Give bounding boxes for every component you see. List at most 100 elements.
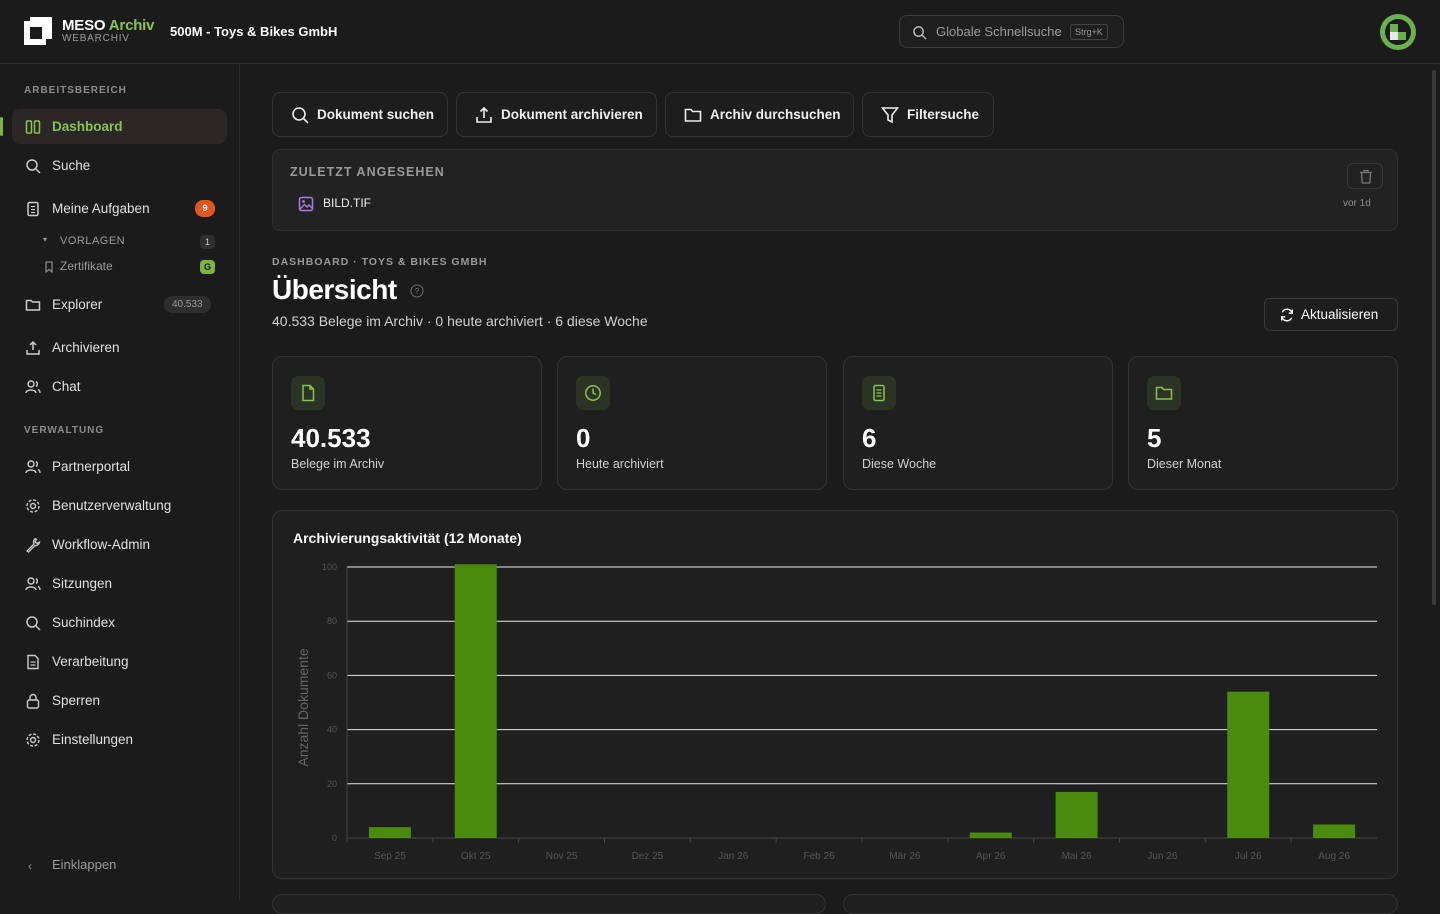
recent-file-time: vor 1d [1343, 198, 1371, 209]
collapse-label: Einklappen [52, 857, 117, 872]
x-tick-label: Mär 26 [889, 851, 921, 862]
stat-card-month[interactable]: 5 Dieser Monat [1128, 356, 1398, 490]
clear-history-button[interactable] [1347, 163, 1383, 189]
chart-bar [454, 564, 497, 838]
activity-chart-card: 0 20 40 60 80 100 Anzahl Dokumente Sep 25 Okt 25… [272, 510, 1398, 879]
sidebar-item-locks[interactable]: Sperren [12, 683, 227, 718]
document-icon [27, 201, 39, 217]
refresh-button[interactable]: Aktualisieren [1264, 298, 1398, 331]
sidebar-item-user-management[interactable]: Benutzerverwaltung [12, 488, 227, 523]
sidebar-item-explorer[interactable]: Explorer 40.533 [12, 287, 227, 322]
x-tick-label: Apr 26 [976, 851, 1006, 862]
sidebar-item-label: Explorer [52, 297, 103, 312]
stat-label: Heute archiviert [576, 457, 664, 471]
stat-card-today[interactable]: 0 Heute archiviert [557, 356, 827, 490]
search-document-button[interactable]: Dokument suchen [272, 92, 448, 137]
sidebar-item-label: Suchindex [52, 615, 116, 630]
app-subtitle: WEBARCHIV [62, 33, 130, 44]
bookmark-icon [45, 261, 53, 273]
user-avatar-icon [1382, 16, 1414, 48]
stat-value: 0 [576, 423, 591, 453]
stat-value: 5 [1147, 423, 1162, 453]
sidebar-item-search[interactable]: Suche [12, 148, 227, 183]
sidebar-item-sessions[interactable]: Sitzungen [12, 566, 227, 601]
organization-name[interactable]: 500M - Toys & Bikes GmbH [170, 24, 338, 39]
stat-value: 6 [862, 423, 877, 453]
stat-card-week[interactable]: 6 Diese Woche [843, 356, 1113, 490]
filter-icon [881, 107, 899, 124]
clock-icon [576, 376, 610, 410]
global-search[interactable]: Globale Schnellsuche Strg+K [899, 15, 1124, 48]
file-icon [291, 376, 325, 410]
search-icon [292, 107, 309, 124]
sidebar-item-tasks[interactable]: Meine Aufgaben 9 [12, 191, 227, 226]
y-tick-label: 100 [322, 562, 337, 572]
sidebar-item-label: Chat [52, 379, 81, 394]
wrench-icon [25, 537, 41, 553]
sidebar-item-certificates[interactable]: Zertifikate G [40, 257, 215, 277]
x-tick-label: Jul 26 [1235, 851, 1262, 862]
chart-title: Archivierungsaktivität (12 Monate) [293, 530, 522, 546]
sidebar-item-label: Workflow-Admin [52, 537, 151, 552]
gear-icon [26, 733, 40, 747]
sidebar-item-label: Zertifikate [60, 259, 113, 273]
recent-file-link[interactable]: BILD.TIF [323, 196, 372, 210]
sidebar-item-dashboard[interactable]: Dashboard [0, 109, 227, 144]
x-tick-label: Mai 26 [1062, 851, 1092, 862]
recently-viewed-panel: ZULETZT ANGESEHEN BILD.TIF vor 1d [272, 149, 1398, 231]
chart-bar [1227, 691, 1270, 838]
stat-label: Dieser Monat [1147, 457, 1222, 471]
filter-search-button[interactable]: Filtersuche [862, 92, 994, 137]
logo-icon[interactable] [24, 17, 52, 45]
scrollbar[interactable] [1432, 70, 1436, 605]
page-subtitle: 40.533 Belege im Archiv · 0 heute archiv… [272, 313, 648, 329]
sidebar-item-settings[interactable]: Einstellungen [12, 722, 227, 757]
stat-value: 40.533 [291, 423, 371, 453]
refresh-icon [1281, 308, 1293, 322]
x-tick-label: Okt 25 [461, 851, 491, 862]
sidebar-item-processing[interactable]: Verarbeitung [12, 644, 227, 679]
folder-icon [25, 299, 41, 311]
avatar[interactable] [1380, 14, 1416, 50]
x-tick-label: Jun 26 [1147, 851, 1177, 862]
action-label: Filtersuche [907, 107, 980, 122]
sidebar-item-label: Meine Aufgaben [52, 201, 150, 216]
sidebar-group-templates[interactable]: ▾ VORLAGEN 1 [40, 232, 215, 252]
chart-bar [1055, 791, 1098, 838]
chart-bar [1313, 824, 1356, 838]
sidebar-item-partner-portal[interactable]: Partnerportal [12, 449, 227, 484]
search-placeholder: Globale Schnellsuche [936, 24, 1062, 39]
folder-icon [1147, 376, 1181, 410]
sidebar-item-chat[interactable]: Chat [12, 369, 227, 404]
app-title: MESO Archiv [62, 17, 155, 34]
chevron-left-icon: ‹ [28, 859, 32, 873]
stat-label: Diese Woche [862, 457, 937, 471]
users-icon [25, 380, 41, 394]
archive-document-button[interactable]: Dokument archivieren [456, 92, 657, 137]
sidebar-item-archive[interactable]: Archivieren [12, 330, 227, 365]
shortcut-hint: Strg+K [1070, 24, 1108, 40]
refresh-label: Aktualisieren [1301, 307, 1379, 322]
search-icon [26, 159, 41, 174]
help-icon[interactable]: ? [410, 284, 424, 298]
templates-count-badge: 1 [200, 235, 215, 249]
x-tick-label: Sep 25 [374, 851, 406, 862]
sidebar-item-search-index[interactable]: Suchindex [12, 605, 227, 640]
y-axis-label: Anzahl Dokumente [295, 648, 311, 767]
sidebar-item-label: Dashboard [52, 119, 123, 134]
chart-bar [368, 827, 411, 838]
sidebar-item-label: Benutzerverwaltung [52, 498, 172, 513]
sidebar-item-workflow-admin[interactable]: Workflow-Admin [12, 527, 227, 562]
y-tick-label: 20 [327, 779, 337, 789]
chart-bar [969, 832, 1012, 838]
tasks-count-badge: 9 [195, 200, 215, 217]
sidebar-group-label: VORLAGEN [60, 235, 126, 247]
y-tick-label: 80 [327, 616, 337, 626]
page-title: Übersicht [272, 274, 397, 305]
upload-icon [476, 106, 492, 123]
browse-archive-button[interactable]: Archiv durchsuchen [665, 92, 854, 137]
bottom-card-left [272, 894, 826, 914]
stat-label: Belege im Archiv [291, 457, 385, 471]
recently-viewed-title: ZULETZT ANGESEHEN [290, 165, 445, 179]
stat-card-total[interactable]: 40.533 Belege im Archiv [272, 356, 542, 490]
